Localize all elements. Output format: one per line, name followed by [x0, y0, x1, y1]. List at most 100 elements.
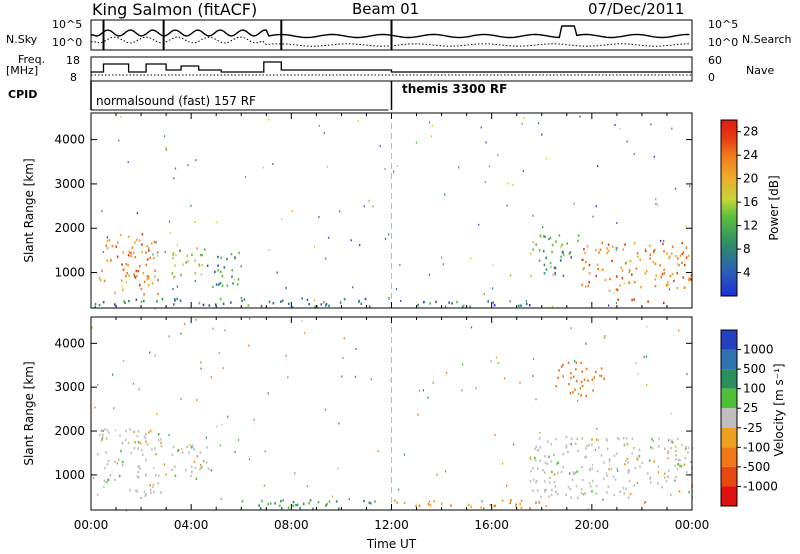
power-cell [128, 251, 131, 254]
velocity-scatter-cell [212, 327, 214, 330]
velocity-cell [538, 501, 541, 504]
velocity-cell [536, 489, 539, 492]
power-cell [554, 273, 557, 276]
power-cell [204, 248, 206, 251]
velocity-cell [145, 459, 147, 462]
power-cell [640, 286, 642, 289]
power-cell [222, 302, 225, 305]
velocity-cell [591, 438, 593, 441]
power-cell [682, 251, 685, 254]
power-cell [146, 278, 149, 281]
power-cell [364, 297, 367, 301]
power-cell [132, 251, 135, 255]
velocity-ytick-label: 4000 [54, 336, 85, 350]
power-scatter-cell [619, 127, 621, 130]
power-cell [138, 239, 141, 242]
power-cell [622, 248, 624, 251]
velocity-cell [603, 477, 605, 481]
power-cell [588, 263, 591, 267]
power-scatter-cell [615, 302, 617, 305]
velocity-cell [152, 483, 155, 486]
power-cell [538, 249, 541, 252]
power-cell [243, 298, 246, 301]
power-cell [545, 256, 547, 259]
velocity-scatter-cell [341, 375, 343, 378]
power-cell [663, 268, 665, 271]
velocity-cell [571, 478, 574, 481]
power-cell [268, 300, 271, 303]
velocity-cell [325, 504, 327, 507]
power-scatter-cell [509, 300, 511, 303]
velocity-scatter-cell [637, 372, 639, 375]
velocity-cell [302, 502, 305, 506]
power-cell [570, 256, 573, 259]
power-cell [616, 275, 618, 278]
velocity-cell [592, 479, 594, 483]
power-scatter-cell [485, 141, 487, 144]
power-cell [663, 250, 665, 253]
velocity-cell [582, 478, 584, 482]
power-cell [606, 247, 608, 250]
power-cell [143, 280, 146, 284]
velocity-scatter-cell [200, 367, 202, 370]
velocity-cell [433, 500, 435, 503]
velocity-cell [374, 500, 376, 503]
power-cell [662, 242, 664, 246]
power-cell [194, 272, 197, 275]
power-cell [673, 279, 675, 283]
power-cell [607, 243, 610, 246]
velocity-cell [450, 504, 452, 507]
power-cell [231, 275, 233, 278]
power-cell [135, 298, 138, 301]
power-cell [558, 234, 561, 237]
power-cell [325, 302, 328, 306]
nsky-tick-bottom: 10^0 [52, 36, 83, 49]
velocity-ytick-label: 2000 [54, 424, 85, 438]
power-scatter-cell [431, 124, 433, 127]
power-cell [670, 252, 673, 255]
xtick-label: 00:00 [675, 518, 710, 532]
velocity-colorbar-cell [721, 330, 737, 350]
power-cell [176, 297, 178, 301]
velocity-scatter-cell [643, 501, 646, 504]
power-scatter-cell [484, 181, 486, 183]
velocity-scatter-cell [398, 488, 400, 491]
velocity-cell [190, 474, 192, 478]
power-scatter-cell [674, 187, 677, 190]
velocity-scatter-cell [220, 497, 222, 500]
velocity-cell [579, 387, 582, 390]
velocity-cell [589, 468, 591, 472]
velocity-scatter-cell [123, 359, 125, 362]
power-cell [552, 273, 555, 276]
velocity-scatter-cell [668, 439, 670, 442]
power-cell [588, 272, 591, 275]
velocity-cell [549, 481, 551, 484]
power-cell [151, 282, 154, 285]
velocity-cell [580, 380, 583, 383]
power-cell [530, 275, 532, 278]
power-cell [240, 297, 243, 300]
velocity-cell [121, 442, 124, 445]
power-cell [577, 239, 579, 243]
freq-line [91, 61, 692, 73]
power-scatter-cell [216, 221, 218, 224]
power-cell [551, 250, 553, 254]
velocity-cell [509, 501, 512, 504]
velocity-cell [649, 477, 651, 480]
velocity-scatter-cell [494, 434, 496, 436]
power-cell [520, 304, 522, 307]
power-scatter-cell [668, 288, 670, 291]
power-scatter-cell [430, 135, 432, 138]
velocity-cell [649, 481, 652, 484]
velocity-cell [667, 457, 669, 460]
power-scatter-cell [313, 299, 315, 302]
velocity-cell [200, 466, 203, 469]
power-cell [661, 272, 664, 276]
velocity-cell [555, 463, 558, 466]
power-cell [587, 284, 589, 288]
power-cell [595, 274, 597, 278]
power-scatter-cell [488, 165, 491, 168]
velocity-scatter-cell [306, 485, 308, 488]
velocity-cell [597, 439, 599, 442]
